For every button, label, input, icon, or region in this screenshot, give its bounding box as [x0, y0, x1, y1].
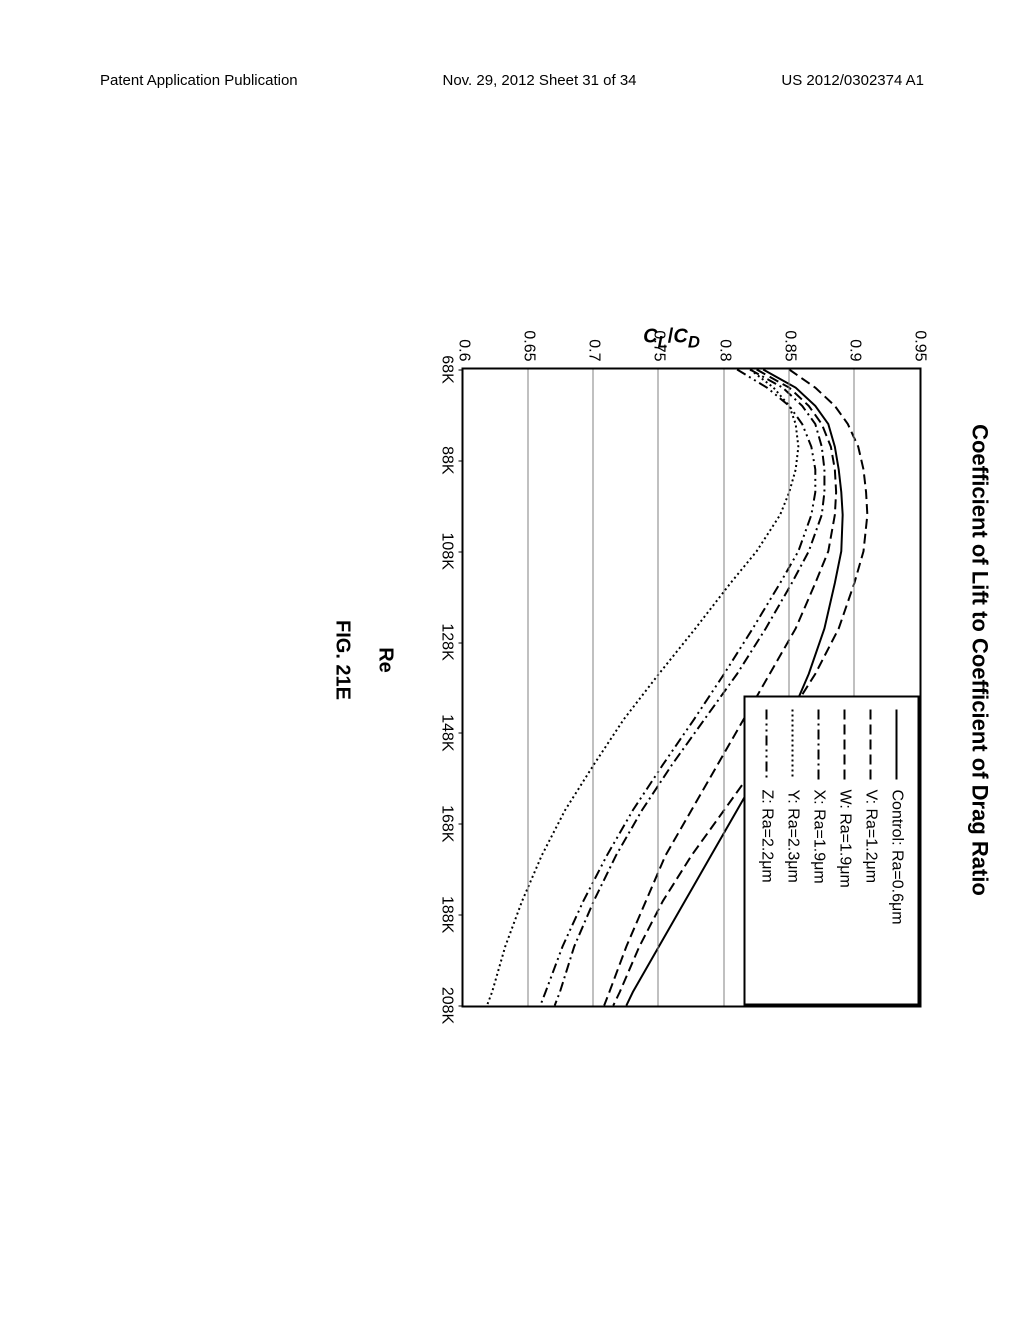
- y-tick-label: 0.85: [780, 330, 798, 361]
- x-tick: [459, 733, 464, 734]
- x-tick: [459, 915, 464, 916]
- legend-line-sample: [783, 710, 803, 780]
- legend-line-sample: [887, 710, 907, 780]
- chart-title: Coefficient of Lift to Coefficient of Dr…: [967, 293, 993, 1028]
- legend-line-sample: [809, 710, 829, 780]
- x-tick-label: 188K: [438, 896, 456, 933]
- x-tick-label: 88K: [438, 446, 456, 474]
- legend-item: Y: Ra=2.3μm: [780, 710, 806, 992]
- x-tick: [459, 642, 464, 643]
- grid-line: [593, 370, 594, 1006]
- legend-item: V: Ra=1.2μm: [858, 710, 884, 992]
- x-tick: [459, 1006, 464, 1007]
- x-tick: [459, 460, 464, 461]
- legend-label: X: Ra=1.9μm: [810, 790, 828, 884]
- chart-container: Coefficient of Lift to Coefficient of Dr…: [33, 293, 993, 1028]
- x-tick-label: 168K: [438, 805, 456, 842]
- legend-label: V: Ra=1.2μm: [862, 790, 880, 884]
- x-tick-label: 108K: [438, 533, 456, 570]
- grid-line: [528, 370, 529, 1006]
- legend-label: Y: Ra=2.3μm: [784, 790, 802, 883]
- legend-item: Z: Ra=2.2μm: [754, 710, 780, 992]
- header-left: Patent Application Publication: [100, 72, 298, 89]
- y-tick-label: 0.75: [650, 330, 668, 361]
- header-right: US 2012/0302374 A1: [781, 72, 924, 89]
- y-tick-label: 0.95: [911, 330, 929, 361]
- y-tick-label: 0.6: [455, 339, 473, 361]
- y-tick-label: 0.9: [845, 339, 863, 361]
- header-center: Nov. 29, 2012 Sheet 31 of 34: [442, 72, 636, 89]
- legend-label: Control: Ra=0.6μm: [888, 790, 906, 925]
- legend-line-sample: [861, 710, 881, 780]
- chart-wrapper: CL/CD Control: Ra=0.6μmV: Ra=1.2μmW: Ra=…: [402, 293, 942, 1028]
- legend-line-sample: [757, 710, 777, 780]
- y-tick-label: 0.8: [715, 339, 733, 361]
- x-tick: [459, 551, 464, 552]
- plot-area: Control: Ra=0.6μm V: Ra=1.2μm W: Ra=1.9μm X…: [462, 368, 922, 1008]
- legend-item: W: Ra=1.9μm: [832, 710, 858, 992]
- y-tick-label: 0.7: [585, 339, 603, 361]
- legend-label: Z: Ra=2.2μm: [758, 790, 776, 883]
- figure-label: FIG. 21E: [331, 293, 354, 1028]
- legend-item: Control: Ra=0.6μm: [884, 710, 910, 992]
- legend-line-sample: [835, 710, 855, 780]
- x-axis-title: Re: [374, 293, 397, 1028]
- grid-line: [658, 370, 659, 1006]
- x-tick-label: 68K: [438, 355, 456, 383]
- x-tick-label: 128K: [438, 623, 456, 660]
- x-tick-label: 148K: [438, 714, 456, 751]
- x-tick: [459, 370, 464, 371]
- legend-item: X: Ra=1.9μm: [806, 710, 832, 992]
- y-tick-label: 0.65: [520, 330, 538, 361]
- legend-label: W: Ra=1.9μm: [836, 790, 854, 888]
- x-tick: [459, 824, 464, 825]
- legend: Control: Ra=0.6μm V: Ra=1.2μm W: Ra=1.9μm X…: [744, 696, 920, 1006]
- grid-line: [723, 370, 724, 1006]
- x-tick-label: 208K: [438, 987, 456, 1024]
- page-header: Patent Application Publication Nov. 29, …: [0, 72, 1024, 89]
